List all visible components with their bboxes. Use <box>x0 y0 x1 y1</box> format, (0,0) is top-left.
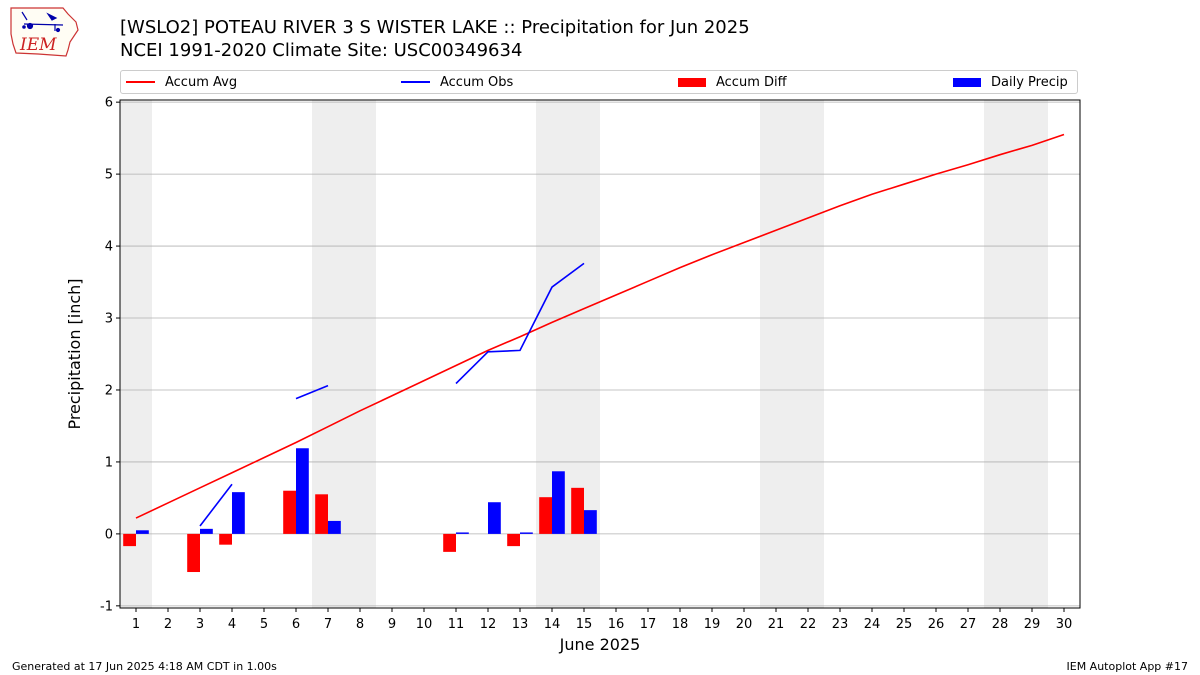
legend-label-accum-obs: Accum Obs <box>440 74 514 90</box>
daily-precip-bar <box>200 528 213 534</box>
x-tick-label: 19 <box>704 617 721 632</box>
x-tick-label: 27 <box>960 617 977 632</box>
x-tick-label: 25 <box>896 617 913 632</box>
y-tick-label: 1 <box>105 455 113 470</box>
x-tick-label: 15 <box>576 617 593 632</box>
legend-item-accum-avg: Accum Avg <box>126 74 237 90</box>
weekend-band <box>760 100 824 608</box>
y-tick-label: 6 <box>105 96 113 111</box>
chart-legend: Accum Avg Accum Obs Accum Diff Daily Pre… <box>120 70 1078 94</box>
accum-diff-bar <box>283 490 296 534</box>
x-tick-label: 3 <box>196 617 204 632</box>
chart-title: [WSLO2] POTEAU RIVER 3 S WISTER LAKE :: … <box>120 17 750 38</box>
x-tick-label: 4 <box>228 617 236 632</box>
accum-diff-bar <box>507 533 520 547</box>
accum-avg-line <box>135 133 1065 519</box>
x-tick-label: 16 <box>608 617 625 632</box>
legend-swatch-accum-diff <box>678 77 706 87</box>
autoplot-app-id: IEM Autoplot App #17 <box>1066 660 1189 673</box>
legend-label-accum-diff: Accum Diff <box>716 74 787 90</box>
accum-diff-bar <box>187 533 200 573</box>
accum-diff-bar <box>315 494 328 534</box>
daily-precip-bar <box>456 532 469 534</box>
x-tick-label: 10 <box>416 617 433 632</box>
accum-diff-bar <box>539 497 552 534</box>
x-tick-label: 24 <box>864 617 881 632</box>
generated-timestamp: Generated at 17 Jun 2025 4:18 AM CDT in … <box>12 660 277 673</box>
legend-swatch-accum-avg <box>126 81 155 83</box>
x-tick-label: 20 <box>736 617 753 632</box>
x-tick-label: 22 <box>800 617 817 632</box>
iem-logo: IEM <box>8 6 80 58</box>
accum-diff-bar <box>443 533 456 552</box>
x-tick-label: 18 <box>672 617 689 632</box>
daily-precip-bar <box>232 492 245 534</box>
x-tick-label: 7 <box>324 617 332 632</box>
plot-frame <box>119 99 1081 609</box>
legend-item-accum-obs: Accum Obs <box>401 74 513 90</box>
x-tick-label: 13 <box>512 617 529 632</box>
daily-precip-bar <box>136 530 149 534</box>
accum-obs-line <box>295 384 329 400</box>
accum-diff-bar <box>571 487 584 534</box>
x-tick-label: 28 <box>992 617 1009 632</box>
x-tick-label: 23 <box>832 617 849 632</box>
x-tick-label: 14 <box>544 617 561 632</box>
y-tick-label: 2 <box>105 383 113 398</box>
weekend-band <box>120 100 152 608</box>
x-tick-label: 30 <box>1056 617 1073 632</box>
x-tick-label: 29 <box>1024 617 1041 632</box>
legend-swatch-accum-obs <box>401 81 430 83</box>
x-tick-label: 1 <box>132 617 140 632</box>
accum-obs-line <box>455 262 585 385</box>
daily-precip-bar <box>296 448 309 534</box>
y-tick-label: 0 <box>105 527 113 542</box>
chart-subtitle: NCEI 1991-2020 Climate Site: USC00349634 <box>120 40 523 61</box>
daily-precip-bar <box>488 502 501 534</box>
svg-text:IEM: IEM <box>19 35 57 55</box>
x-tick-label: 2 <box>164 617 172 632</box>
x-tick-label: 6 <box>292 617 300 632</box>
x-tick-label: 11 <box>448 617 465 632</box>
legend-label-accum-avg: Accum Avg <box>165 74 238 90</box>
daily-precip-bar <box>552 471 565 534</box>
x-tick-label: 8 <box>356 617 364 632</box>
daily-precip-bar <box>520 532 533 534</box>
accum-diff-bar <box>219 533 232 545</box>
y-tick-label: 3 <box>105 312 113 327</box>
legend-swatch-daily-precip <box>953 77 981 87</box>
x-tick-label: 5 <box>260 617 268 632</box>
y-tick-label: -1 <box>100 599 113 614</box>
x-axis-label: June 2025 <box>559 635 641 654</box>
y-axis-label: Precipitation [inch] <box>65 278 84 429</box>
accum-diff-bar <box>123 533 136 547</box>
weekend-band <box>984 100 1048 608</box>
x-tick-label: 17 <box>640 617 657 632</box>
x-tick-label: 12 <box>480 617 497 632</box>
x-tick-label: 26 <box>928 617 945 632</box>
y-tick-label: 5 <box>105 168 113 183</box>
x-tick-label: 21 <box>768 617 785 632</box>
legend-label-daily-precip: Daily Precip <box>991 74 1068 90</box>
legend-item-accum-diff: Accum Diff <box>678 74 787 90</box>
accum-obs-line <box>199 483 233 527</box>
legend-item-daily-precip: Daily Precip <box>953 74 1068 90</box>
daily-precip-bar <box>584 510 597 534</box>
daily-precip-bar <box>328 520 341 534</box>
y-tick-label: 4 <box>105 240 113 255</box>
x-tick-label: 9 <box>388 617 396 632</box>
